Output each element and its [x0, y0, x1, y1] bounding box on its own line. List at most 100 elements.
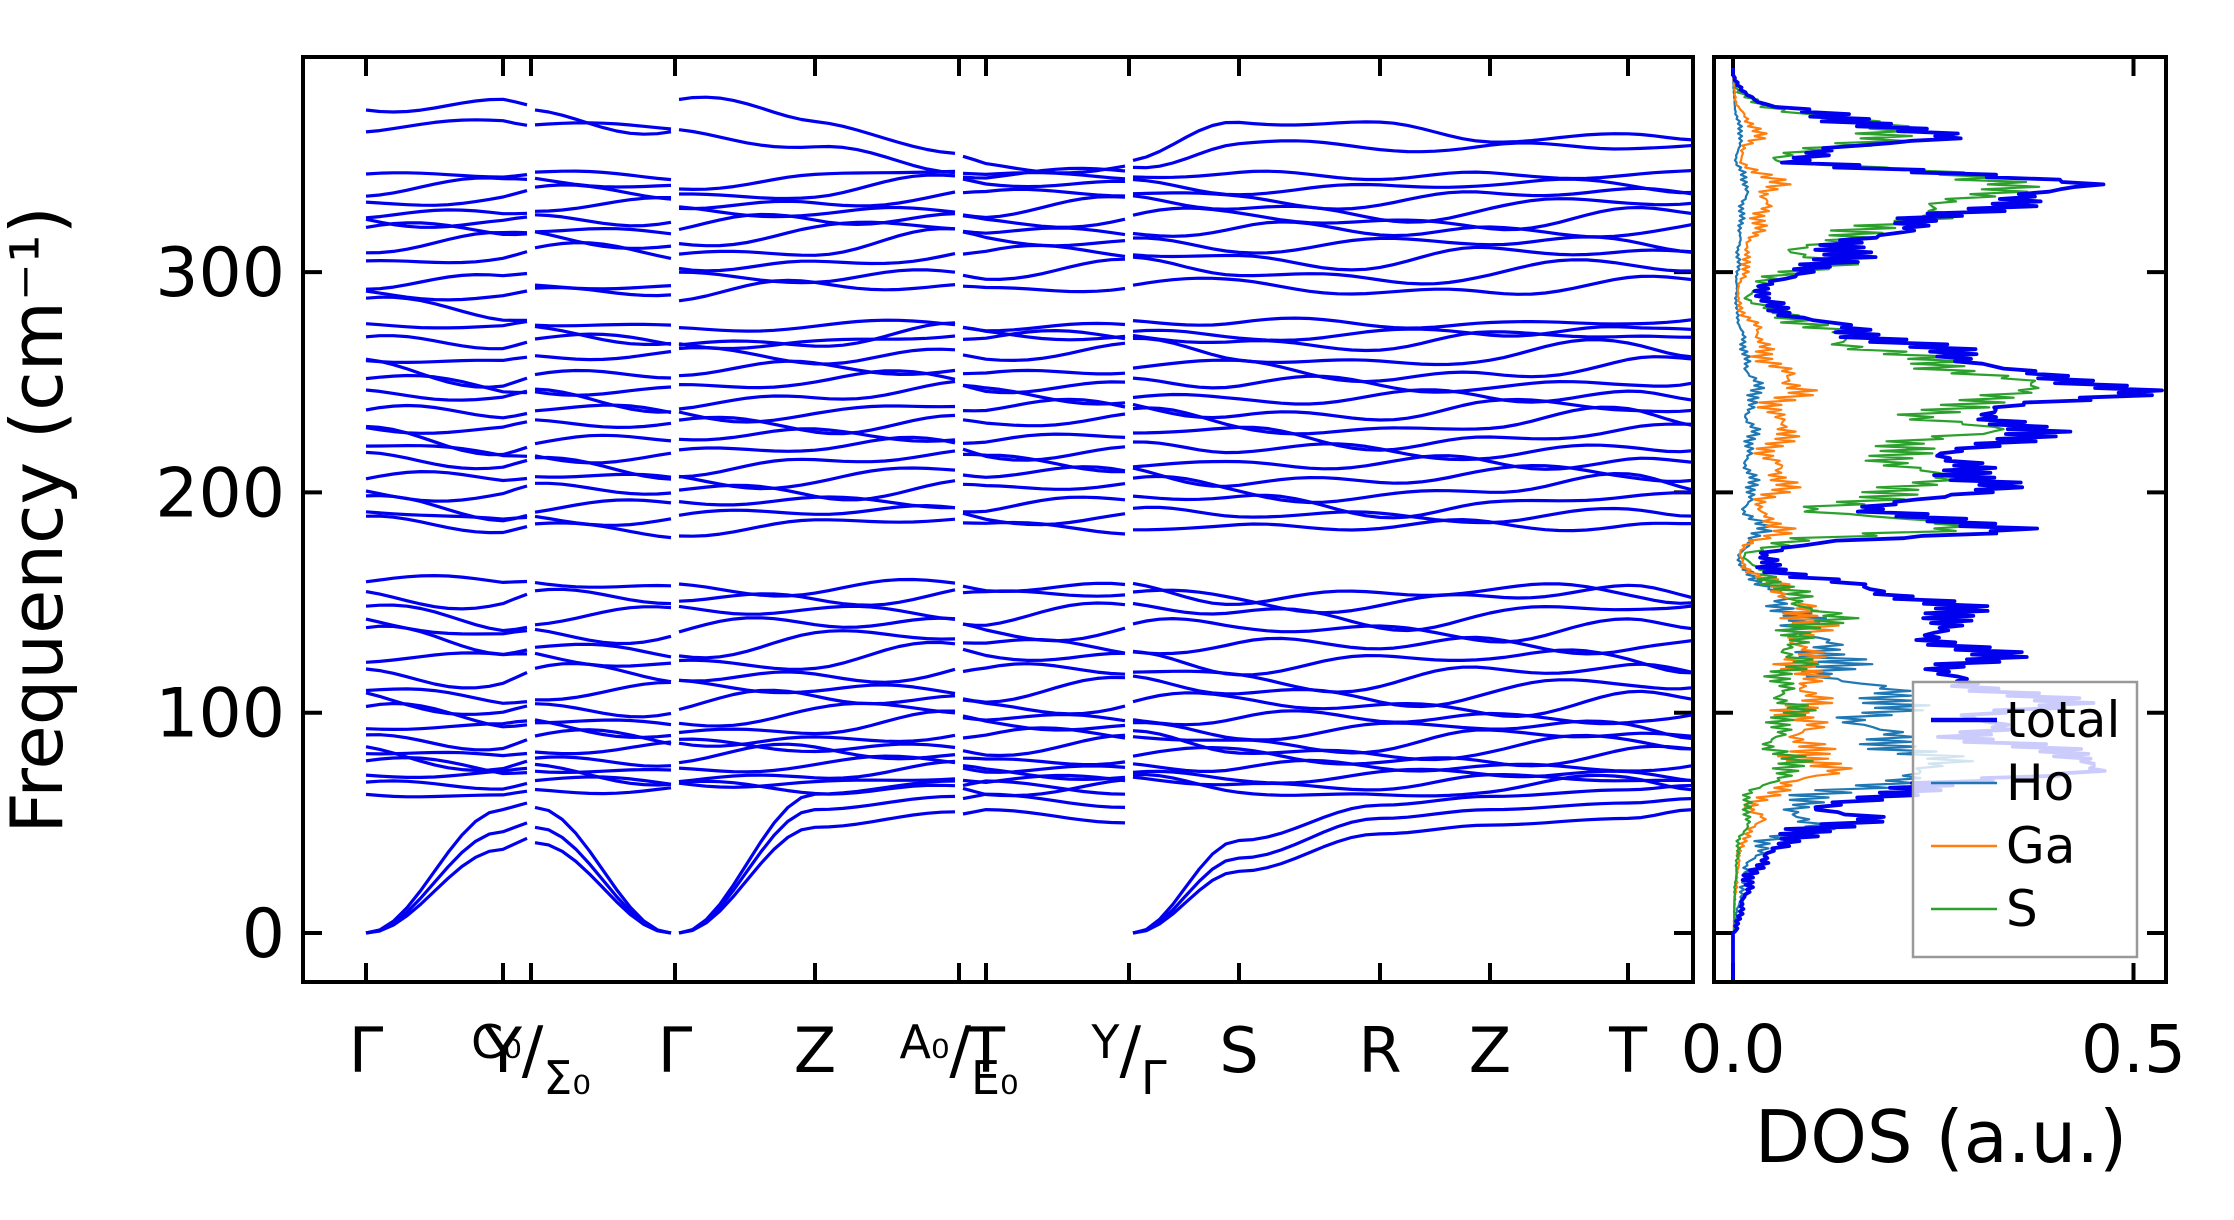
kpath-tick-label: Y — [483, 1014, 522, 1087]
phonon-band — [534, 176, 672, 189]
phonon-band — [365, 230, 528, 255]
phonon-band — [365, 691, 528, 716]
phonon-band — [365, 355, 528, 364]
kpath-tick-label: Z — [794, 1014, 836, 1087]
phonon-band — [534, 230, 672, 250]
phonon-band — [365, 574, 528, 584]
kpath-tick-label: T — [966, 1014, 1006, 1087]
phonon-band — [1132, 783, 1691, 935]
phonon-band — [1132, 169, 1691, 182]
phonon-band — [678, 95, 956, 155]
dos-panel-frame — [1712, 55, 2168, 984]
kpath-tick-label: R — [1358, 1014, 1401, 1087]
phonon-band — [534, 642, 672, 659]
phonon-band — [962, 166, 1126, 180]
phonon-band — [678, 577, 956, 598]
phonon-band — [678, 449, 956, 479]
phonon-band — [365, 271, 528, 291]
kpath-tick-label: Z — [1469, 1014, 1511, 1087]
dos-curve-ga — [1731, 68, 1853, 980]
kpath-tick-label: T — [1608, 1014, 1648, 1087]
phonon-band — [962, 662, 1126, 676]
kpath-tick-label: Y/Γ — [1090, 1014, 1167, 1105]
phonon-band — [1132, 674, 1691, 709]
phonon-band — [1132, 454, 1691, 471]
phonon-band — [534, 587, 672, 606]
phonon-band — [534, 825, 672, 935]
phonon-band — [365, 171, 528, 179]
phonon-band — [678, 346, 956, 366]
y-axis-label: Frequency (cm⁻¹) — [0, 206, 79, 834]
phonon-band — [365, 424, 528, 457]
phonon-band — [1132, 245, 1691, 272]
phonon-band — [534, 627, 672, 646]
phonon-band — [1133, 518, 1691, 533]
phonon-band — [1132, 758, 1691, 773]
phonon-band — [678, 733, 956, 748]
phonon-band — [678, 128, 956, 175]
phonon-band — [534, 213, 672, 228]
phonon-band — [534, 651, 672, 668]
phonon-band — [962, 380, 1126, 395]
phonon-band — [365, 176, 528, 198]
phonon-band — [1132, 255, 1691, 286]
phonon-band — [962, 733, 1126, 758]
phonon-band — [365, 450, 528, 471]
phonon-band — [1132, 709, 1691, 727]
phonon-band — [365, 789, 528, 799]
phonon-band — [678, 379, 956, 411]
dos-tick-label: 0.0 — [1681, 1011, 1786, 1088]
phonon-band — [1132, 635, 1691, 656]
phonon-band — [1132, 808, 1691, 935]
band-structure-curves — [365, 95, 1691, 935]
phonon-band — [962, 432, 1126, 445]
phonon-band — [678, 495, 956, 510]
phonon-band — [678, 629, 956, 660]
phonon-band — [535, 481, 672, 496]
legend-label-ho: Ho — [2006, 754, 2074, 812]
phonon-band — [962, 778, 1126, 798]
phonon-band — [365, 470, 528, 483]
phonon-band — [678, 205, 956, 219]
phonon-band — [678, 737, 956, 754]
phonon-band — [365, 779, 528, 791]
phonon-band — [1133, 235, 1691, 255]
phonon-band — [534, 368, 672, 380]
phonon-band — [962, 581, 1126, 593]
phonon-band — [962, 195, 1126, 220]
phonon-band — [365, 821, 528, 935]
phonon-band — [365, 403, 528, 420]
phonon-band — [534, 433, 672, 446]
phonon-band — [1132, 194, 1691, 224]
phonon-band — [962, 284, 1126, 294]
phonon-band — [534, 718, 672, 739]
phonon-band — [1132, 139, 1691, 170]
phonon-band — [678, 220, 956, 248]
legend-label-total: total — [2006, 691, 2120, 749]
phonon-band — [678, 701, 956, 728]
phonon-band — [365, 420, 528, 435]
phonon-band — [365, 388, 528, 402]
phonon-band — [1132, 797, 1691, 935]
phonon-band — [678, 616, 956, 634]
kpath-tick-label: Γ — [658, 1014, 693, 1087]
phonon-band — [365, 189, 528, 207]
phonon-band — [962, 329, 1126, 341]
phonon-band — [1132, 355, 1691, 384]
phonon-band — [365, 250, 528, 265]
phonon-band — [962, 675, 1126, 704]
phonon-band — [1132, 330, 1691, 353]
phonon-band — [534, 786, 672, 796]
phonon-band — [365, 766, 528, 779]
kpath-tick-label: Γ — [349, 1014, 384, 1087]
phonon-band — [1132, 719, 1691, 742]
phonon-band — [534, 169, 672, 182]
phonon-band — [962, 412, 1126, 428]
phonon-band — [678, 321, 956, 348]
phonon-band — [962, 368, 1126, 376]
phonon-band — [962, 214, 1126, 229]
phonon-band — [1132, 728, 1691, 755]
phonon-band — [1132, 397, 1691, 422]
